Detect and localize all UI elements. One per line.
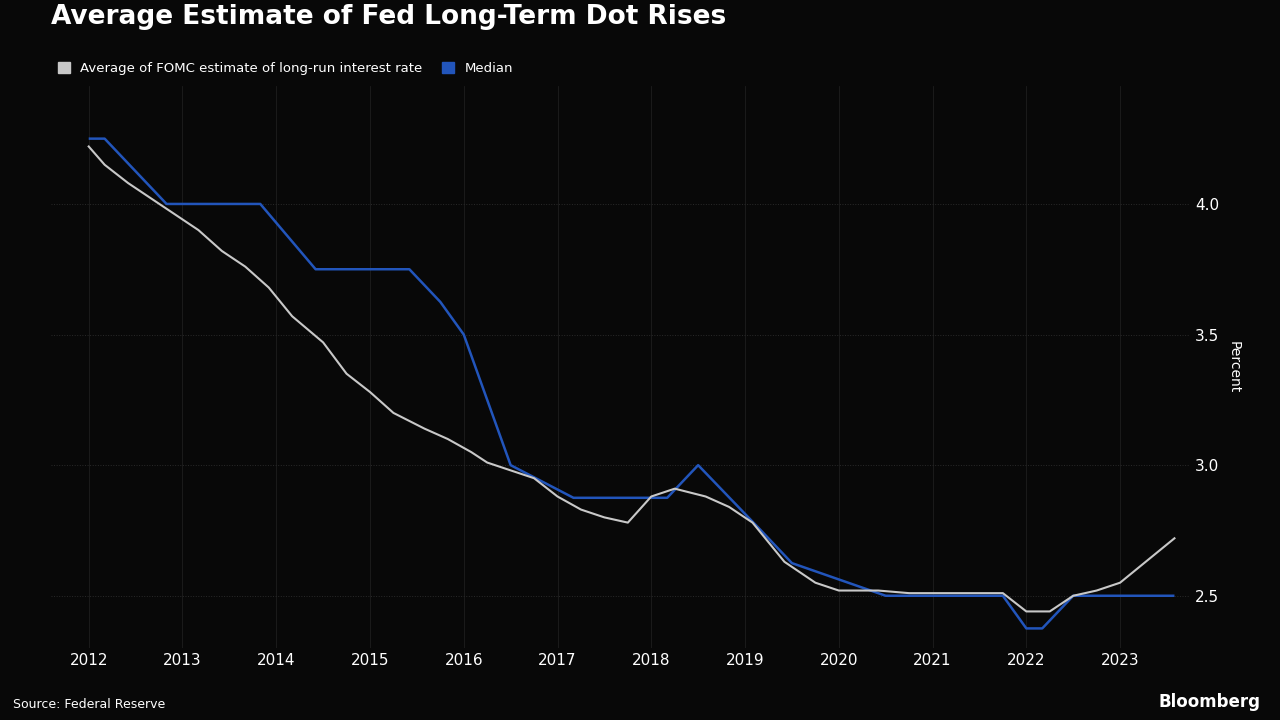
Text: Average Estimate of Fed Long-Term Dot Rises: Average Estimate of Fed Long-Term Dot Ri… (51, 4, 727, 30)
Legend: Average of FOMC estimate of long-run interest rate, Median: Average of FOMC estimate of long-run int… (58, 62, 513, 75)
Text: Source: Federal Reserve: Source: Federal Reserve (13, 698, 165, 711)
Text: Bloomberg: Bloomberg (1158, 693, 1261, 711)
Y-axis label: Percent: Percent (1226, 341, 1240, 393)
